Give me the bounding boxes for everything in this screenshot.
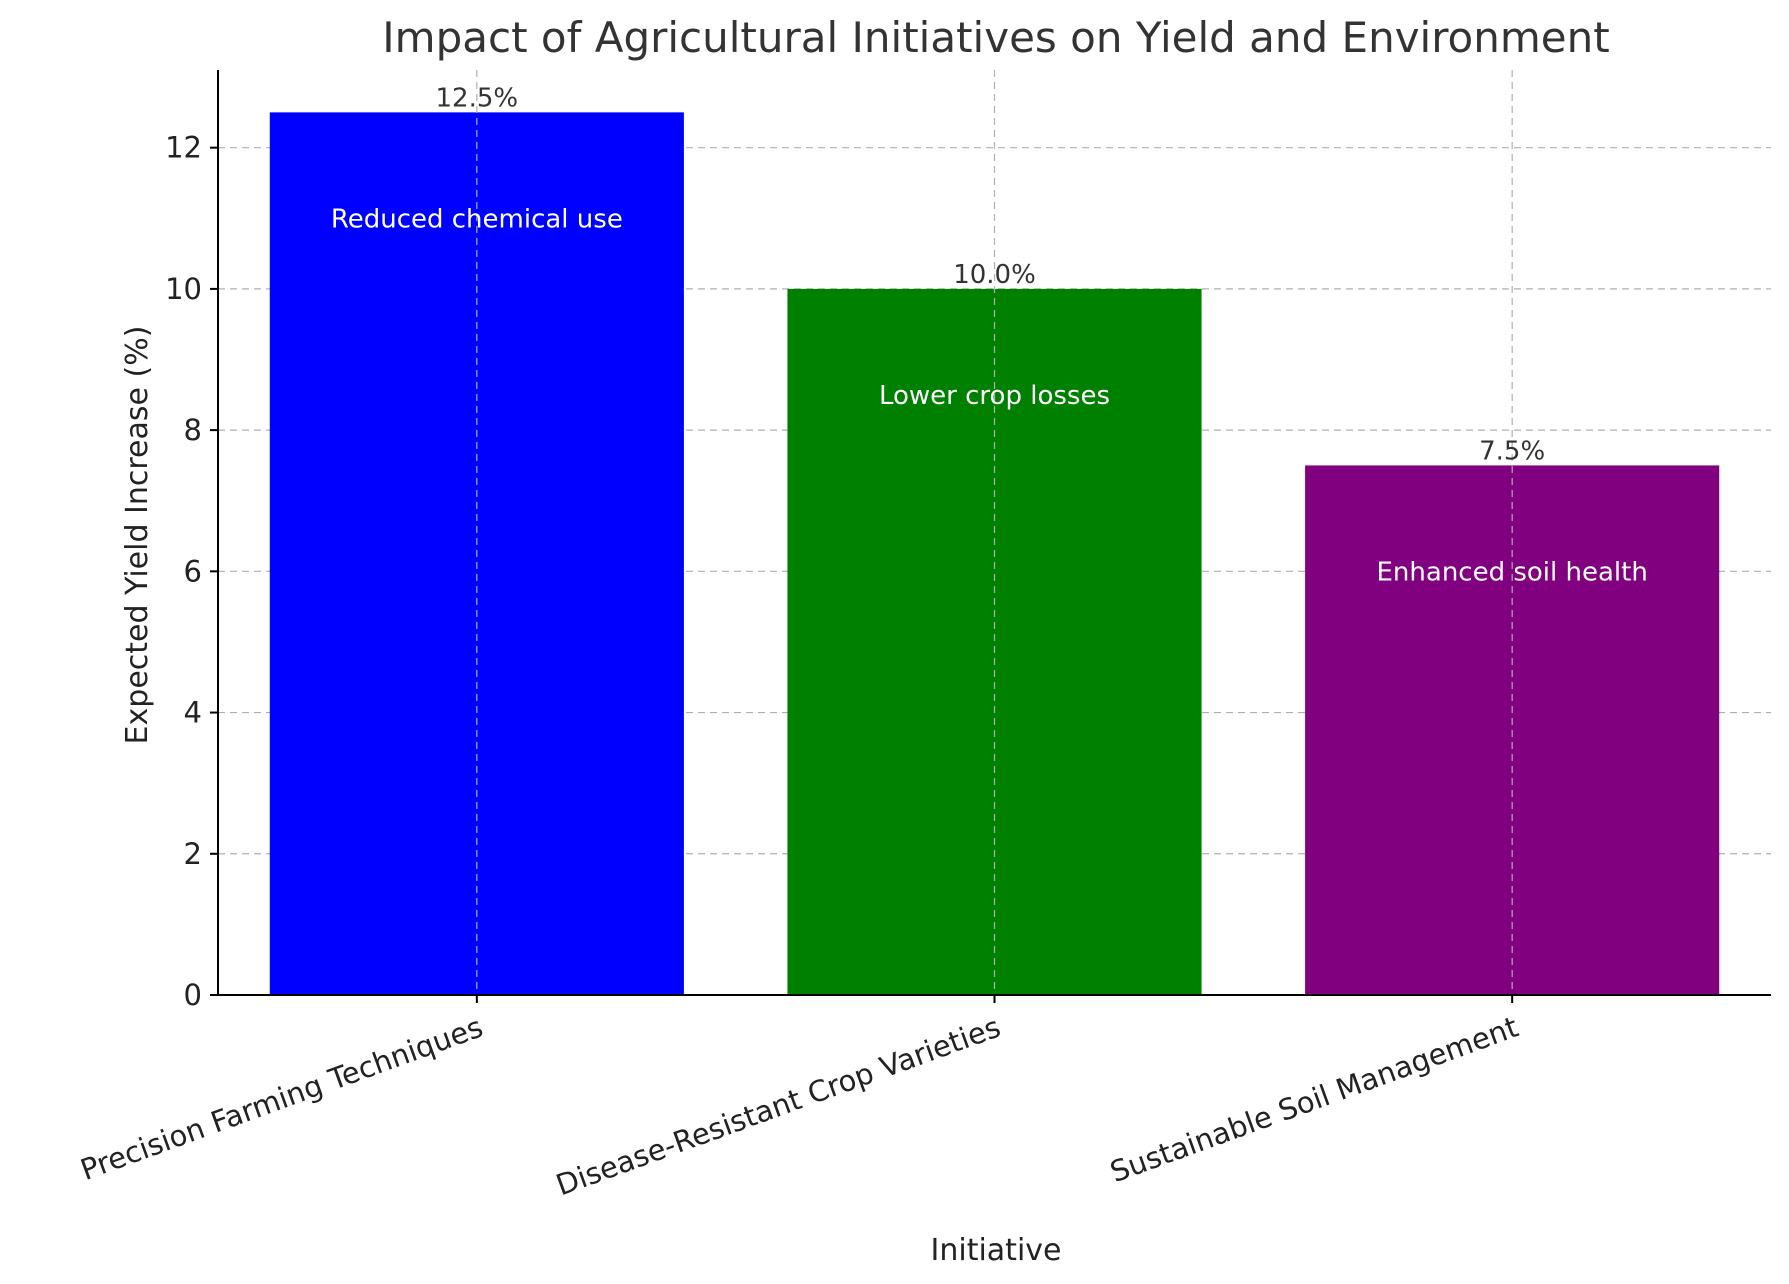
bar-value-label: 7.5% [1479, 436, 1545, 466]
y-tick-label: 2 [184, 837, 202, 871]
y-tick-label: 4 [184, 696, 202, 730]
chart-title: Impact of Agricultural Initiatives on Yi… [382, 13, 1609, 62]
y-tick-label: 8 [184, 413, 202, 447]
y-tick-label: 6 [184, 554, 202, 588]
x-tick-label: Disease-Resistant Crop Varieties [552, 1010, 1005, 1203]
bar-annotation: Reduced chemical use [331, 204, 623, 234]
x-grid-layer [476, 70, 1513, 995]
x-axis-label: Initiative [931, 1233, 1062, 1268]
bar-annotation: Lower crop losses [879, 381, 1110, 411]
y-tick-label: 0 [184, 978, 202, 1012]
bar-value-label: 10.0% [953, 260, 1036, 290]
bar-annotation: Enhanced soil health [1377, 557, 1648, 587]
x-tick-label: Sustainable Soil Management [1106, 1010, 1523, 1189]
bar-value-label: 12.5% [436, 83, 519, 113]
x-tick-label: Precision Farming Techniques [76, 1010, 487, 1187]
y-tick-label: 12 [165, 131, 202, 165]
y-axis-label: Expected Yield Increase (%) [120, 326, 155, 745]
axes-layer [210, 70, 1771, 1003]
y-tick-label: 10 [165, 272, 202, 306]
